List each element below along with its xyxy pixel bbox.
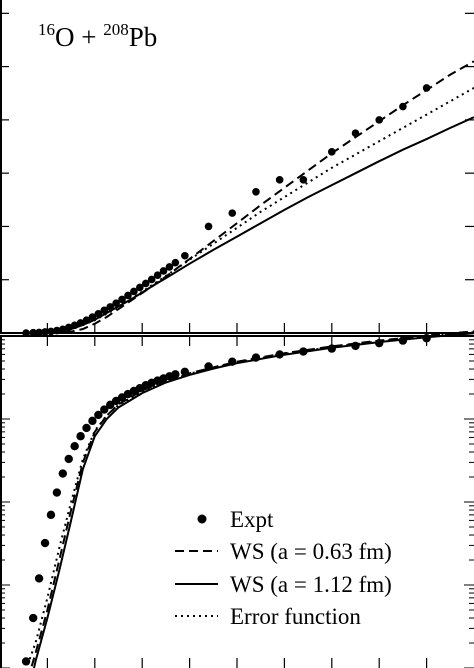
lower-point-expt-10 bbox=[82, 423, 91, 433]
upper-point-expt-27 bbox=[204, 222, 213, 231]
upper-point-expt-30 bbox=[275, 176, 284, 184]
reaction-label-post: Pb bbox=[129, 22, 158, 52]
upper-point-expt-28 bbox=[228, 209, 237, 217]
lower-ticks bbox=[0, 336, 474, 668]
lower-point-expt-2 bbox=[34, 574, 44, 583]
upper-point-expt-19 bbox=[136, 283, 144, 292]
lower-line-ws-a-1-12-fm bbox=[32, 332, 474, 668]
lower-point-expt-4 bbox=[46, 510, 56, 520]
lower-point-expt-9 bbox=[76, 432, 85, 441]
lower-series bbox=[21, 330, 474, 668]
upper-panel: 16O + 208Pb bbox=[0, 0, 474, 337]
lower-point-expt-14 bbox=[106, 400, 115, 410]
lower-point-expt-13 bbox=[100, 405, 109, 414]
legend-label-ws-112: WS (a = 1.12 fm) bbox=[230, 572, 392, 597]
upper-point-expt-24 bbox=[165, 263, 174, 271]
reaction-label-mid: O + bbox=[55, 22, 103, 52]
lower-point-expt-7 bbox=[64, 454, 73, 464]
legend-label-error-function: Error function bbox=[230, 604, 361, 629]
lower-panel bbox=[0, 330, 474, 668]
upper-point-expt-32 bbox=[328, 148, 336, 156]
legend-label-ws-063: WS (a = 0.63 fm) bbox=[230, 539, 392, 564]
upper-point-expt-15 bbox=[112, 299, 120, 307]
lower-point-expt-12 bbox=[94, 410, 103, 420]
lower-point-expt-3 bbox=[40, 538, 50, 548]
upper-line-ws-a-1-12-fm bbox=[0, 116, 474, 334]
reaction-label-sup-1: 16 bbox=[38, 20, 55, 39]
upper-point-expt-34 bbox=[375, 116, 384, 124]
upper-line-ws-a-0-63-fm bbox=[23, 60, 474, 334]
upper-ticks bbox=[0, 12, 474, 333]
upper-point-expt-18 bbox=[130, 287, 138, 296]
upper-point-expt-26 bbox=[181, 251, 189, 260]
upper-line-error-function bbox=[23, 87, 474, 334]
upper-point-expt-29 bbox=[252, 188, 260, 196]
legend-marker-expt bbox=[197, 514, 207, 524]
upper-point-expt-25 bbox=[171, 258, 180, 267]
upper-point-expt-23 bbox=[159, 267, 168, 275]
lower-point-expt-5 bbox=[52, 488, 62, 497]
upper-point-expt-17 bbox=[124, 291, 132, 300]
lower-point-expt-6 bbox=[58, 469, 68, 478]
legend: Expt WS (a = 0.63 fm) WS (a = 1.12 fm) E… bbox=[175, 507, 392, 629]
legend-label-expt: Expt bbox=[230, 507, 274, 532]
upper-series bbox=[0, 60, 474, 337]
upper-point-expt-16 bbox=[118, 295, 126, 304]
upper-point-expt-14 bbox=[106, 303, 115, 311]
upper-point-expt-22 bbox=[153, 271, 162, 279]
upper-point-expt-20 bbox=[141, 279, 150, 288]
lower-point-expt-11 bbox=[88, 416, 97, 426]
reaction-label: 16O + 208Pb bbox=[38, 20, 157, 52]
lower-line-error-function bbox=[25, 331, 474, 668]
upper-point-expt-21 bbox=[147, 275, 156, 284]
lower-point-expt-8 bbox=[70, 442, 79, 451]
lower-point-expt-1 bbox=[28, 613, 38, 623]
upper-point-expt-31 bbox=[299, 176, 308, 184]
reaction-label-sup-2: 208 bbox=[103, 20, 129, 39]
